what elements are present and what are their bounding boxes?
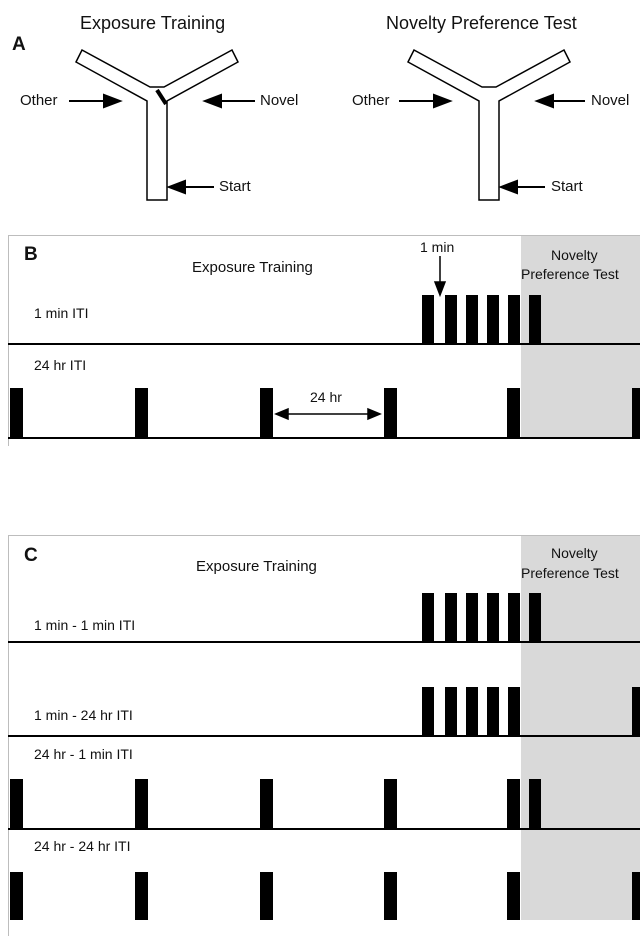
panel-b-frame <box>8 235 640 446</box>
c-row1-exposure-bar-2 <box>445 593 457 641</box>
c-row3-exposure-bar-3 <box>260 779 273 828</box>
c-row2-exposure-bar-2 <box>445 687 457 735</box>
c-row2-exposure-bar-5 <box>508 687 520 735</box>
panel-c-row-1-baseline <box>8 641 640 643</box>
panel-c-test-label-1: Novelty <box>551 545 598 561</box>
right-y-maze <box>407 48 571 201</box>
b-row1-exposure-bar-4 <box>487 295 499 343</box>
c-row2-test-bar <box>632 687 640 735</box>
panel-a-left-title: Exposure Training <box>80 13 226 33</box>
arrow-start-left <box>166 179 214 195</box>
c-row3-exposure-bar-4 <box>384 779 397 828</box>
b-row1-test-bar <box>529 295 541 343</box>
label-novel-left: Novel <box>260 92 299 109</box>
b-row2-exposure-bar-5 <box>507 388 520 437</box>
b-row1-exposure-bar-2 <box>445 295 457 343</box>
panel-b-test-label-1: Novelty <box>551 247 598 263</box>
left-maze-blocker <box>155 88 168 106</box>
panel-b-24hr-label: 24 hr <box>310 389 342 405</box>
c-row1-test-bar <box>529 593 541 641</box>
panel-b-test-label-2: Preference Test <box>521 266 619 282</box>
panel-b-row-1-baseline <box>8 343 640 345</box>
panel-a-mazes <box>69 48 585 201</box>
b-row2-exposure-bar-3 <box>260 388 273 437</box>
panel-c-row-3-label: 24 hr - 1 min ITI <box>34 746 133 762</box>
c-row4-exposure-bar-1 <box>10 872 23 920</box>
panel-a-letter: A <box>12 34 26 55</box>
c-row3-test-bar <box>529 779 541 828</box>
c-row4-test-bar <box>632 872 640 920</box>
panel-b-1min-label: 1 min <box>420 239 455 255</box>
c-row1-exposure-bar-3 <box>466 593 478 641</box>
c-row4-exposure-bar-3 <box>260 872 273 920</box>
twentyfour-hr-double-arrow <box>274 407 382 421</box>
panel-c-letter: C <box>24 545 38 566</box>
c-row3-exposure-bar-5 <box>507 779 520 828</box>
c-row3-exposure-bar-2 <box>135 779 148 828</box>
label-other-right: Other <box>352 92 390 109</box>
label-start-right: Start <box>551 178 583 195</box>
arrow-novel-left <box>202 93 255 109</box>
panel-b-letter: B <box>24 244 38 265</box>
panel-c-row-1-label: 1 min - 1 min ITI <box>34 617 136 633</box>
c-row1-exposure-bar-1 <box>422 593 434 641</box>
label-other-left: Other <box>20 92 58 109</box>
label-novel-right: Novel <box>591 92 630 109</box>
panel-b-row-2-label: 24 hr ITI <box>34 357 87 373</box>
label-start-left: Start <box>219 178 251 195</box>
arrow-novel-right <box>534 93 585 109</box>
one-min-down-arrow <box>433 256 447 298</box>
panel-c-title: Exposure Training <box>196 558 317 575</box>
b-row1-exposure-bar-3 <box>466 295 478 343</box>
c-row1-exposure-bar-5 <box>508 593 520 641</box>
arrow-other-left <box>69 93 123 109</box>
arrow-start-right <box>498 179 545 195</box>
panel-c-row-2-label: 1 min - 24 hr ITI <box>34 707 133 723</box>
panel-c-row-2-baseline <box>8 735 640 737</box>
b-row2-test-bar <box>632 388 640 437</box>
panel-c-test-label-2: Preference Test <box>521 565 619 581</box>
panel-b-row-1-label: 1 min ITI <box>34 305 89 321</box>
panel-c-row-4-label: 24 hr - 24 hr ITI <box>34 838 131 854</box>
c-row4-exposure-bar-4 <box>384 872 397 920</box>
panel-b-title: Exposure Training <box>192 259 313 276</box>
panel-c-row-3-baseline <box>8 828 640 830</box>
arrow-other-right <box>399 93 453 109</box>
b-row2-exposure-bar-1 <box>10 388 23 437</box>
panel-a-right-title: Novelty Preference Test <box>386 13 577 33</box>
c-row2-exposure-bar-1 <box>422 687 434 735</box>
b-row2-exposure-bar-4 <box>384 388 397 437</box>
b-row1-exposure-bar-5 <box>508 295 520 343</box>
c-row2-exposure-bar-4 <box>487 687 499 735</box>
c-row3-exposure-bar-1 <box>10 779 23 828</box>
c-row2-exposure-bar-3 <box>466 687 478 735</box>
b-row1-exposure-bar-1 <box>422 295 434 343</box>
c-row4-exposure-bar-5 <box>507 872 520 920</box>
c-row1-exposure-bar-4 <box>487 593 499 641</box>
left-y-maze <box>75 48 239 201</box>
b-row2-exposure-bar-2 <box>135 388 148 437</box>
c-row4-exposure-bar-2 <box>135 872 148 920</box>
panel-b-row-2-baseline <box>8 437 640 439</box>
